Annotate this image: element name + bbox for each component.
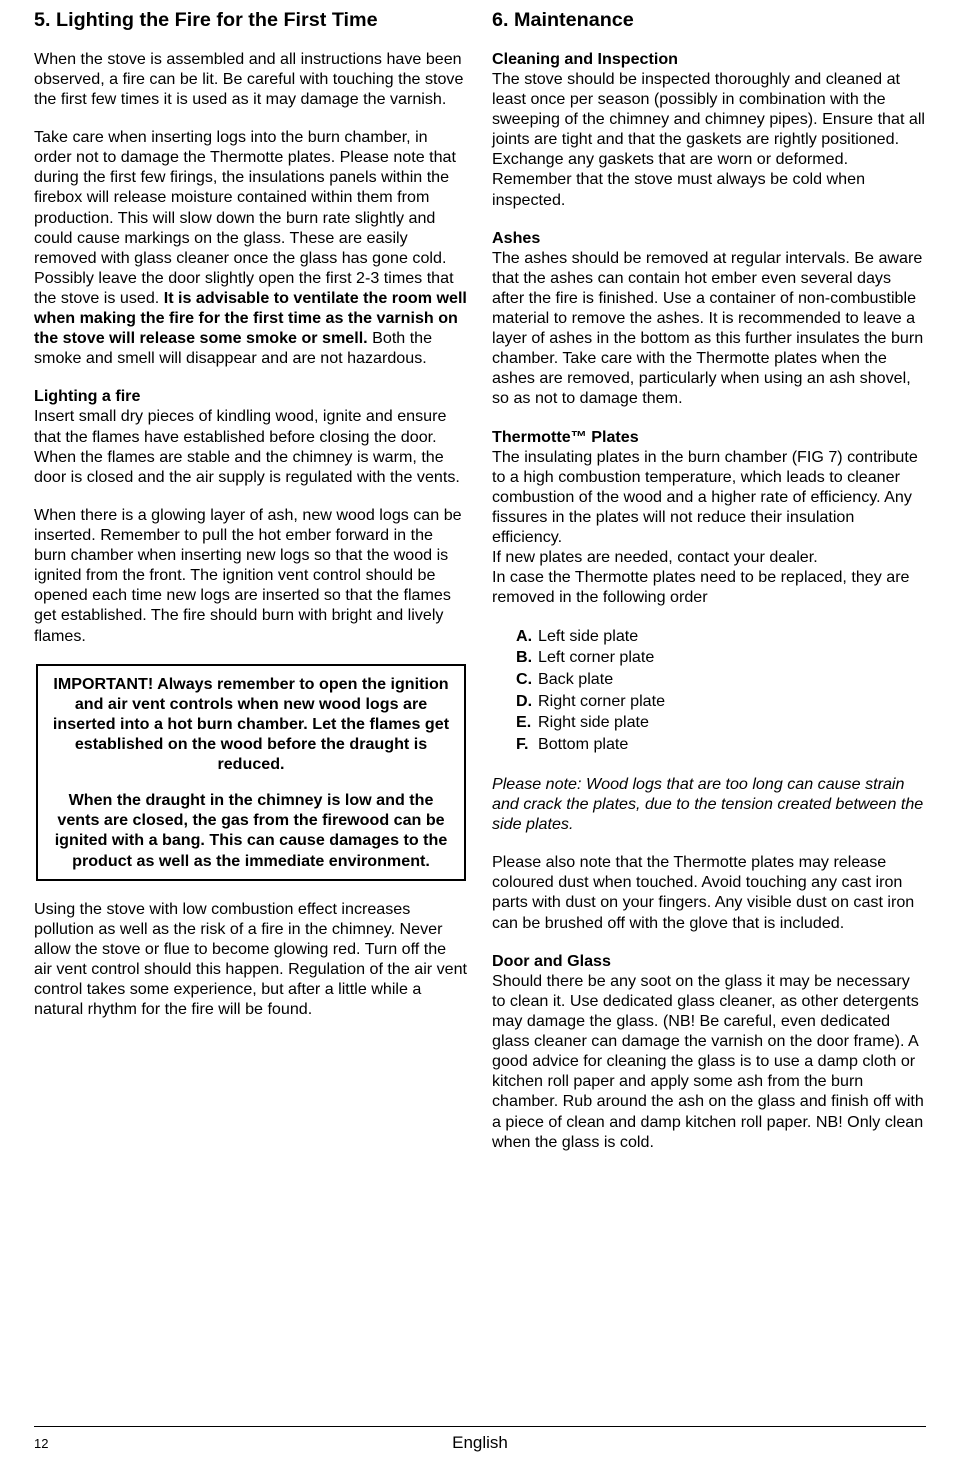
footer-language: English xyxy=(94,1433,866,1453)
footer-row: 12 English xyxy=(34,1433,926,1453)
para-thermotte-3: In case the Thermotte plates need to be … xyxy=(492,568,910,606)
list-letter: A. xyxy=(516,626,538,648)
list-text: Right side plate xyxy=(538,713,649,731)
para-cleaning-2: Remember that the stove must always be c… xyxy=(492,170,865,208)
list-letter: D. xyxy=(516,691,538,713)
list-text: Left side plate xyxy=(538,627,638,645)
para-ashes: The ashes should be removed at regular i… xyxy=(492,248,926,409)
list-letter: B. xyxy=(516,647,538,669)
important-box: IMPORTANT! Always remember to open the i… xyxy=(36,664,466,881)
para-kindling: Insert small dry pieces of kindling wood… xyxy=(34,406,468,486)
footer-rule xyxy=(34,1426,926,1427)
important-box-p2: When the draught in the chimney is low a… xyxy=(48,790,454,870)
important-box-p1: IMPORTANT! Always remember to open the i… xyxy=(48,674,454,775)
list-text: Right corner plate xyxy=(538,692,665,710)
para-cleaning: The stove should be inspected thoroughly… xyxy=(492,69,926,210)
para-thermotte: The insulating plates in the burn chambe… xyxy=(492,447,926,608)
manual-page: 5. Lighting the Fire for the First Time … xyxy=(0,0,960,1483)
list-letter: C. xyxy=(516,669,538,691)
para-assembly: When the stove is assembled and all inst… xyxy=(34,49,468,109)
para-first-firings-a: Take care when inserting logs into the b… xyxy=(34,128,456,307)
list-item: B.Left corner plate xyxy=(516,647,926,669)
two-column-layout: 5. Lighting the Fire for the First Time … xyxy=(34,8,926,1398)
list-item: F.Bottom plate xyxy=(516,734,926,756)
list-text: Back plate xyxy=(538,670,613,688)
list-letter: F. xyxy=(516,734,538,756)
para-new-logs: When there is a glowing layer of ash, ne… xyxy=(34,505,468,646)
para-thermotte-1: The insulating plates in the burn chambe… xyxy=(492,448,918,546)
plate-removal-list: A.Left side plate B.Left corner plate C.… xyxy=(492,626,926,756)
list-item: D.Right corner plate xyxy=(516,691,926,713)
list-text: Bottom plate xyxy=(538,735,628,753)
subhead-door-glass: Door and Glass xyxy=(492,951,926,971)
para-dust-note: Please also note that the Thermotte plat… xyxy=(492,852,926,932)
para-first-firings: Take care when inserting logs into the b… xyxy=(34,127,468,368)
list-letter: E. xyxy=(516,712,538,734)
subhead-ashes: Ashes xyxy=(492,228,926,248)
para-thermotte-2: If new plates are needed, contact your d… xyxy=(492,548,818,566)
list-item: E.Right side plate xyxy=(516,712,926,734)
section-5-heading: 5. Lighting the Fire for the First Time xyxy=(34,8,468,33)
para-low-combustion: Using the stove with low combustion effe… xyxy=(34,899,468,1020)
subhead-cleaning: Cleaning and Inspection xyxy=(492,49,926,69)
right-column: 6. Maintenance Cleaning and Inspection T… xyxy=(492,8,926,1398)
para-wood-note-italic: Please note: Wood logs that are too long… xyxy=(492,774,926,834)
para-door-glass: Should there be any soot on the glass it… xyxy=(492,971,926,1152)
page-footer: 12 English xyxy=(34,1426,926,1453)
list-item: C.Back plate xyxy=(516,669,926,691)
list-text: Left corner plate xyxy=(538,648,654,666)
subhead-thermotte: Thermotte™ Plates xyxy=(492,427,926,447)
left-column: 5. Lighting the Fire for the First Time … xyxy=(34,8,468,1398)
section-6-heading: 6. Maintenance xyxy=(492,8,926,33)
subhead-lighting-fire: Lighting a fire xyxy=(34,386,468,406)
page-number: 12 xyxy=(34,1436,94,1451)
para-cleaning-1: The stove should be inspected thoroughly… xyxy=(492,70,925,168)
list-item: A.Left side plate xyxy=(516,626,926,648)
